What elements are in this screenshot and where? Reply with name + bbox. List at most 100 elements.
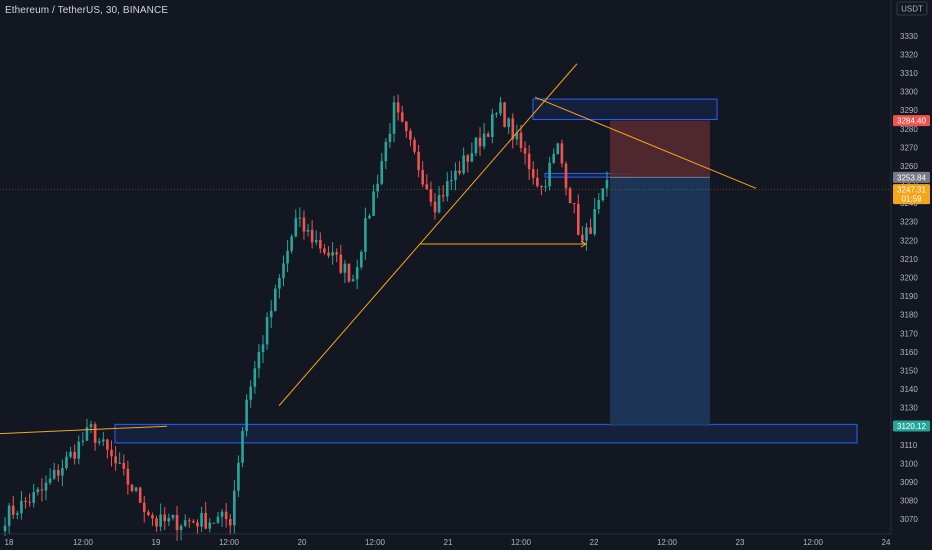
candle-body	[294, 218, 298, 237]
candle-body	[470, 153, 474, 162]
candle-body	[482, 133, 486, 147]
price-tick-label: 3210	[900, 255, 918, 264]
candle-body	[302, 217, 306, 232]
candle-body	[245, 399, 248, 432]
candle-body	[175, 514, 179, 531]
candle-body	[179, 525, 183, 531]
candle-body	[454, 170, 457, 181]
time-tick-label: 20	[298, 538, 307, 547]
candle-body	[474, 137, 478, 154]
position-tool[interactable]	[610, 120, 710, 426]
price-badge-text: 3284.40	[897, 117, 926, 126]
time-tick-label: 12:00	[803, 538, 824, 547]
candle-body	[593, 209, 596, 235]
candle-body	[527, 153, 531, 170]
candle-body	[548, 162, 551, 187]
candle-body	[163, 514, 167, 522]
candle-body	[20, 500, 23, 514]
price-tick-label: 3280	[900, 125, 918, 134]
candle-body	[142, 502, 146, 512]
price-tick-label: 3320	[900, 50, 918, 59]
candle-body	[355, 267, 359, 280]
candle-body	[220, 511, 224, 517]
candle-body	[97, 441, 101, 443]
candle-body	[515, 132, 519, 140]
price-tick-label: 3200	[900, 274, 918, 283]
candle-body	[261, 344, 265, 353]
price-tick-label: 3130	[900, 404, 918, 413]
time-tick-label: 12:00	[73, 538, 94, 547]
candle-body	[396, 102, 400, 113]
candle-body	[204, 512, 207, 529]
candle-body	[400, 112, 404, 122]
candle-body	[52, 470, 56, 479]
time-tick-label: 12:00	[511, 538, 532, 547]
price-badge-text: 3247.31	[897, 186, 926, 195]
trendlines-layer[interactable]	[0, 63, 891, 435]
trendline[interactable]	[0, 425, 168, 435]
candle-body	[192, 521, 195, 523]
candle-body	[601, 188, 605, 201]
candle-body	[343, 263, 347, 273]
candle-body	[499, 102, 502, 114]
candle-body	[327, 252, 330, 256]
candle-body	[536, 177, 539, 186]
time-axis[interactable]: 18 12:00 19 12:00 20 12:00 21 12:00 22 12:00 23 12:…	[5, 538, 891, 547]
price-badge	[893, 171, 930, 183]
candle-body	[388, 133, 392, 142]
candle-body	[359, 251, 363, 268]
candle-body	[212, 522, 216, 524]
candle-body	[24, 500, 27, 502]
candle-body	[417, 151, 420, 171]
candle-body	[106, 439, 109, 450]
price-badge	[893, 115, 930, 127]
candle-body	[368, 215, 371, 219]
candle-body	[564, 163, 568, 189]
candle-body	[241, 431, 244, 463]
candle-body	[28, 501, 31, 503]
candle-body	[85, 427, 89, 441]
take-profit-area[interactable]	[610, 177, 710, 426]
candle-body	[126, 468, 130, 485]
candle-body	[208, 522, 212, 529]
price-badge	[893, 420, 930, 432]
candle-body	[77, 441, 81, 459]
candle-body	[102, 439, 105, 442]
candle-body	[69, 451, 72, 457]
candle-body	[147, 511, 150, 515]
trendline[interactable]	[534, 96, 757, 189]
candle-body	[572, 202, 576, 205]
trendline[interactable]	[278, 63, 578, 407]
candle-body	[7, 505, 11, 526]
price-tick-label: 3270	[900, 143, 918, 152]
candle-body	[138, 487, 142, 503]
candle-body	[273, 288, 277, 311]
candle-body	[167, 517, 171, 522]
candle-body	[114, 456, 117, 464]
candle-body	[61, 468, 64, 476]
candle-body	[298, 217, 302, 219]
supply-demand-zone[interactable]	[114, 423, 858, 444]
candle-body	[253, 368, 257, 387]
candle-body	[421, 170, 424, 185]
candle-body	[351, 279, 355, 282]
candle-body	[450, 180, 453, 182]
time-tick-label: 23	[736, 538, 745, 547]
candle-body	[36, 489, 40, 493]
price-tick-label: 3180	[900, 311, 918, 320]
price-badge-text: 3253.84	[897, 173, 926, 182]
candles-layer	[3, 94, 609, 541]
currency-label[interactable]: USDT	[896, 1, 928, 16]
price-tick-label: 3090	[900, 478, 918, 487]
candle-body	[585, 227, 588, 241]
price-tick-label: 3150	[900, 366, 918, 375]
time-tick-label: 12:00	[657, 538, 678, 547]
candle-body	[286, 250, 289, 264]
candle-body	[16, 513, 19, 515]
time-tick-label: 12:00	[219, 538, 240, 547]
supply-demand-zone[interactable]	[532, 98, 718, 121]
time-tick-label: 21	[444, 538, 453, 547]
candle-body	[560, 143, 564, 164]
candle-body	[523, 148, 527, 154]
